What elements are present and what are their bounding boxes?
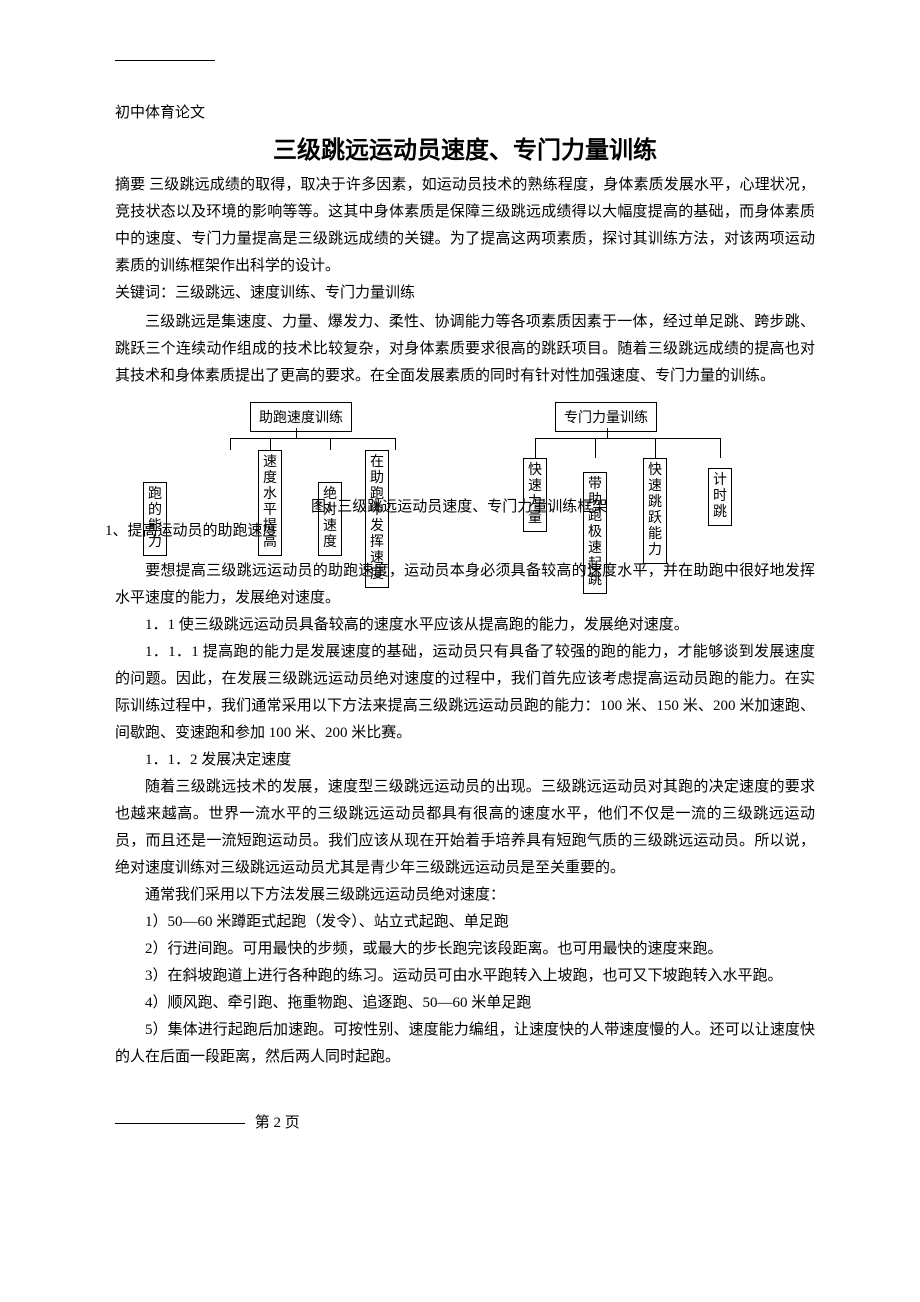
section-1-overlay-text: 要想提高三级跳远运动员的助跑速度，运动员本身必须具备较高的速度水平，并在助跑中很…	[115, 563, 815, 606]
para-1-1-2-body: 随着三级跳远技术的发展，速度型三级跳远运动员的出现。三级跳远运动员对其跑的决定速…	[115, 774, 815, 882]
section-1-overlay-para: 要想提高三级跳远运动员的助跑速度，运动员本身必须具备较高的速度水平，并在助跑中很…	[115, 558, 815, 612]
diagram-box-fast-jump: 快速跳跃能力	[643, 458, 667, 564]
method-4: 4）顺风跑、牵引跑、拖重物跑、追逐跑、50—60 米单足跑	[115, 990, 815, 1017]
page-title: 三级跳远运动员速度、专门力量训练	[115, 130, 815, 165]
para-1-1-1: 1．1．1 提高跑的能力是发展速度的基础，运动员只有具备了较强的跑的能力，才能够…	[115, 639, 815, 747]
diagram-caption: 图1 三级跳远运动员速度、专门力量训练框架	[311, 494, 607, 521]
diagram-line	[270, 438, 271, 450]
diagram-box-approach-speed: 助跑速度训练	[250, 402, 352, 432]
diagram-line	[535, 438, 536, 458]
keywords-text: 三级跳远、速度训练、专门力量训练	[175, 285, 415, 301]
diagram-box-timed-jump: 计时跳	[708, 468, 732, 526]
method-5: 5）集体进行起跑后加速跑。可按性别、速度能力编组，让速度快的人带速度慢的人。还可…	[115, 1017, 815, 1071]
diagram-box-special-strength: 专门力量训练	[555, 402, 657, 432]
section-1-head: 1、提高运动员的助跑速度	[105, 518, 278, 545]
footer-rule	[115, 1123, 245, 1124]
diagram-line	[230, 438, 395, 439]
diagram-line	[395, 438, 396, 450]
top-rule	[115, 60, 215, 61]
document-page: 初中体育论文 三级跳远运动员速度、专门力量训练 摘要 三级跳远成绩的取得，取决于…	[0, 0, 920, 1172]
method-3: 3）在斜坡跑道上进行各种跑的练习。运动员可由水平跑转入上坡跑，也可又下坡跑转入水…	[115, 963, 815, 990]
diagram-line	[230, 438, 231, 450]
method-1: 1）50—60 米蹲距式起跑（发令）、站立式起跑、单足跑	[115, 909, 815, 936]
diagram-line	[595, 438, 596, 458]
keywords-label: 关键词：	[115, 285, 175, 301]
doc-category: 初中体育论文	[115, 101, 815, 122]
abstract-text: 三级跳远成绩的取得，取决于许多因素，如运动员技术的熟练程度，身体素质发展水平，心…	[115, 177, 815, 274]
method-2: 2）行进间跑。可用最快的步频，或最大的步长跑完该段距离。也可用最快的速度来跑。	[115, 936, 815, 963]
diagram-line	[330, 438, 331, 450]
page-footer: 第 2 页	[115, 1111, 815, 1132]
abstract-label: 摘要	[115, 176, 145, 193]
keywords: 关键词：三级跳远、速度训练、专门力量训练	[115, 280, 815, 307]
abstract: 摘要 三级跳远成绩的取得，取决于许多因素，如运动员技术的熟练程度，身体素质发展水…	[115, 171, 815, 280]
diagram-line	[607, 428, 608, 438]
diagram-line	[655, 438, 656, 458]
page-number: 第 2 页	[255, 1111, 300, 1132]
para-1-1-2-head: 1．1．2 发展决定速度	[115, 747, 815, 774]
diagram-line	[720, 438, 721, 458]
methods-intro: 通常我们采用以下方法发展三级跳远运动员绝对速度：	[115, 882, 815, 909]
intro-paragraph: 三级跳远是集速度、力量、爆发力、柔性、协调能力等各项素质因素于一体，经过单足跳、…	[115, 309, 815, 390]
diagram-line	[535, 438, 720, 439]
diagram-line	[296, 428, 297, 438]
